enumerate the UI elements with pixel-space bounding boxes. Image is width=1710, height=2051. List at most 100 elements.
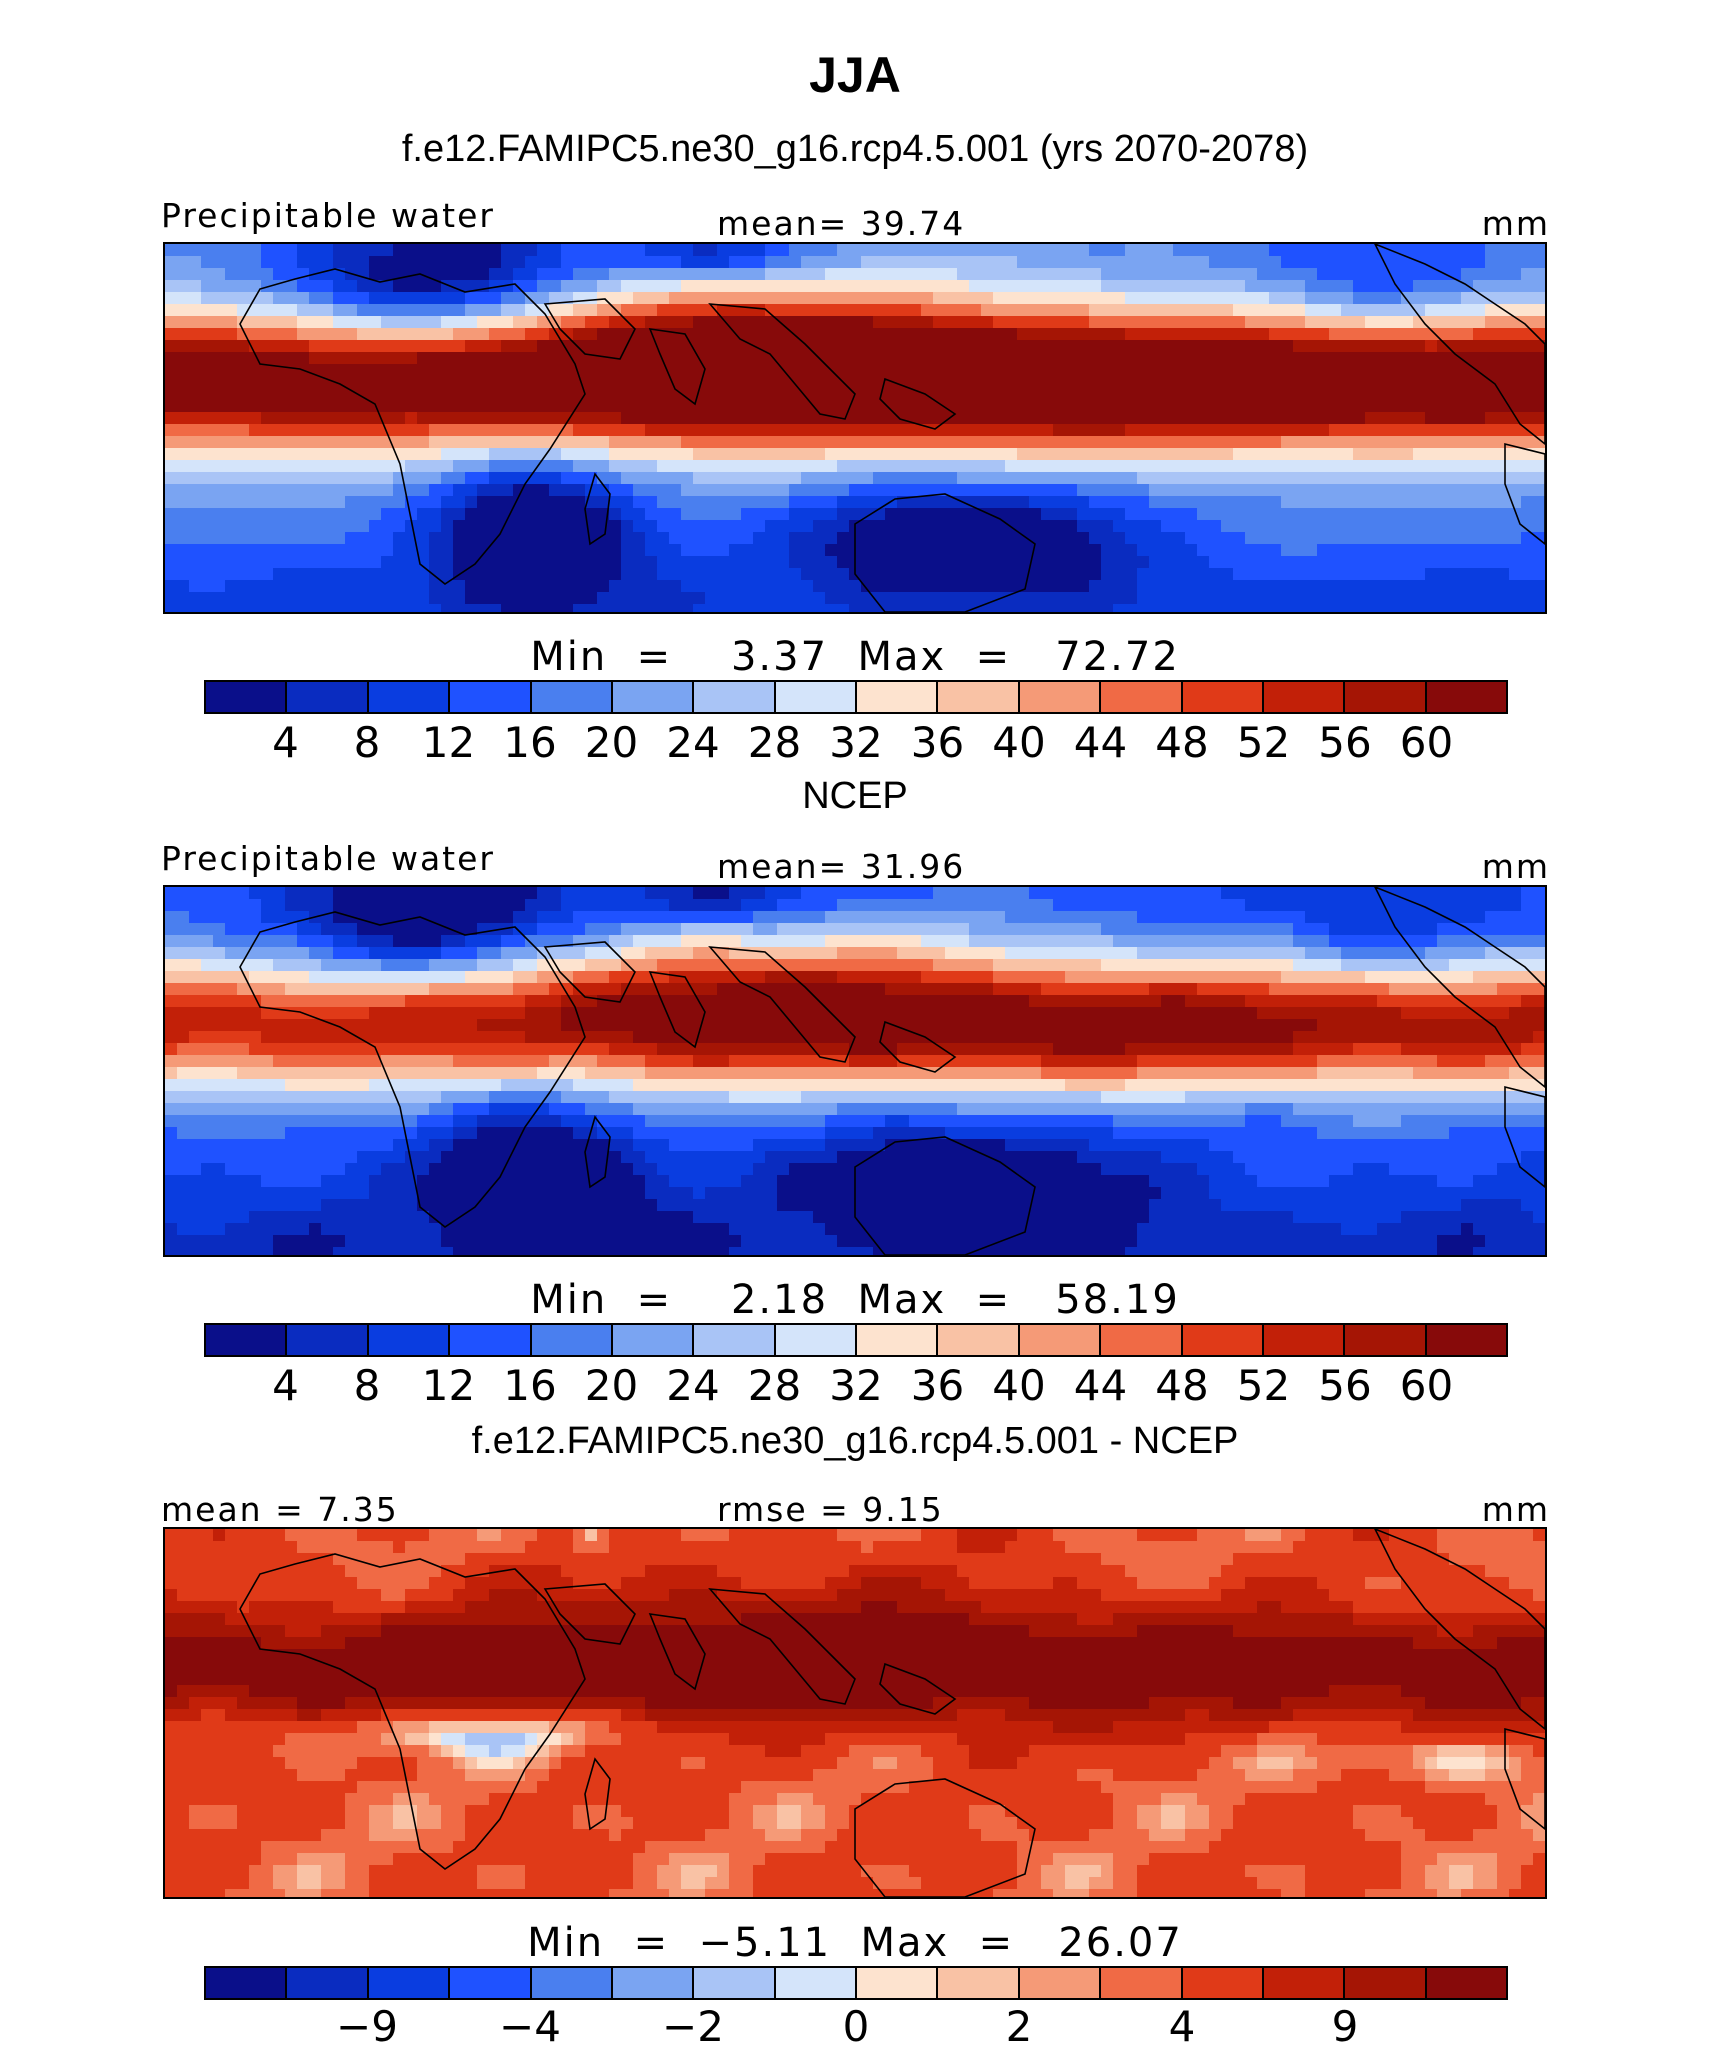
map-cell	[297, 971, 310, 984]
map-cell	[1497, 436, 1510, 449]
map-cell	[1437, 520, 1450, 533]
map-cell	[813, 508, 826, 521]
map-cell	[933, 568, 946, 581]
map-cell	[417, 935, 430, 948]
map-cell	[993, 292, 1006, 305]
map-cell	[1257, 923, 1270, 936]
map-cell	[297, 556, 310, 569]
map-cell	[717, 472, 730, 485]
map-cell	[885, 604, 898, 612]
map-cell	[1113, 292, 1126, 305]
map-cell	[921, 887, 934, 900]
map-cell	[741, 935, 754, 948]
map-cell	[513, 556, 526, 569]
map-cell	[1305, 935, 1318, 948]
map-cell	[357, 592, 370, 605]
map-cell	[897, 304, 910, 317]
map-cell	[1521, 364, 1534, 377]
map-cell	[1353, 983, 1366, 996]
map-cell	[909, 947, 922, 960]
map-cell	[309, 280, 322, 293]
map-cell	[525, 364, 538, 377]
map-cell	[1017, 424, 1030, 437]
map-cell	[333, 532, 346, 545]
map-cell	[837, 899, 850, 912]
map-cell	[405, 388, 418, 401]
map-cell	[1077, 604, 1090, 612]
map-cell	[1101, 1019, 1114, 1032]
map-cell	[1125, 496, 1138, 509]
map-cell	[189, 400, 202, 413]
map-cell	[177, 340, 190, 353]
map-cell	[801, 304, 814, 317]
map-cell	[1413, 520, 1426, 533]
map-cell	[393, 388, 406, 401]
map-cell	[1281, 280, 1294, 293]
map-cell	[1101, 292, 1114, 305]
map-cell	[921, 532, 934, 545]
map-cell	[297, 460, 310, 473]
map-cell	[441, 1019, 454, 1032]
map-cell	[1269, 508, 1282, 521]
map-cell	[441, 959, 454, 972]
map-cell	[417, 424, 430, 437]
map-cell	[1401, 947, 1414, 960]
map-cell	[297, 935, 310, 948]
map-cell	[225, 983, 238, 996]
map-cell	[789, 280, 802, 293]
map-cell	[885, 436, 898, 449]
map-cell	[801, 995, 814, 1008]
map-cell	[1197, 436, 1210, 449]
map-cell	[321, 292, 334, 305]
map-cell	[1113, 995, 1126, 1008]
map-cell	[1125, 887, 1138, 900]
map-cell	[717, 971, 730, 984]
map-cell	[669, 436, 682, 449]
map-cell	[1353, 911, 1366, 924]
map-cell	[1521, 292, 1534, 305]
map-cell	[753, 424, 766, 437]
map-cell	[741, 604, 754, 612]
map-cell	[1521, 604, 1534, 612]
map-cell	[1305, 1019, 1318, 1032]
map-cell	[477, 256, 490, 269]
map-cell	[801, 532, 814, 545]
map-cell	[1401, 304, 1414, 317]
map-cell	[465, 532, 478, 545]
map-cell	[1305, 376, 1318, 389]
map-cell	[681, 292, 694, 305]
map-cell	[621, 604, 634, 612]
map-cell	[537, 316, 550, 329]
map-cell	[1137, 496, 1150, 509]
map-cell	[1521, 592, 1534, 605]
map-cell	[1173, 244, 1186, 257]
map-cell	[657, 376, 670, 389]
map-cell	[1209, 1007, 1222, 1020]
map-cell	[1533, 388, 1545, 401]
map-cell	[1185, 436, 1198, 449]
map-cell	[465, 935, 478, 948]
map-cell	[1353, 971, 1366, 984]
map-cell	[1521, 1019, 1534, 1032]
map-cell	[1149, 352, 1162, 365]
map-cell	[657, 448, 670, 461]
map-cell	[1113, 1007, 1126, 1020]
map-cell	[1509, 983, 1522, 996]
map-cell	[1137, 947, 1150, 960]
map-cell	[213, 983, 226, 996]
map-cell	[825, 376, 838, 389]
map-cell	[1389, 448, 1402, 461]
map-cell	[765, 364, 778, 377]
map-cell	[1197, 400, 1210, 413]
map-cell	[489, 556, 502, 569]
map-cell	[1197, 923, 1210, 936]
map-cell	[693, 316, 706, 329]
map-cell	[1125, 959, 1138, 972]
map-cell	[789, 472, 802, 485]
map-cell	[1377, 496, 1390, 509]
map-cell	[1269, 1007, 1282, 1020]
map-cell	[369, 412, 382, 425]
map-cell	[897, 887, 910, 900]
map-cell	[285, 316, 298, 329]
map-cell	[1233, 568, 1246, 581]
